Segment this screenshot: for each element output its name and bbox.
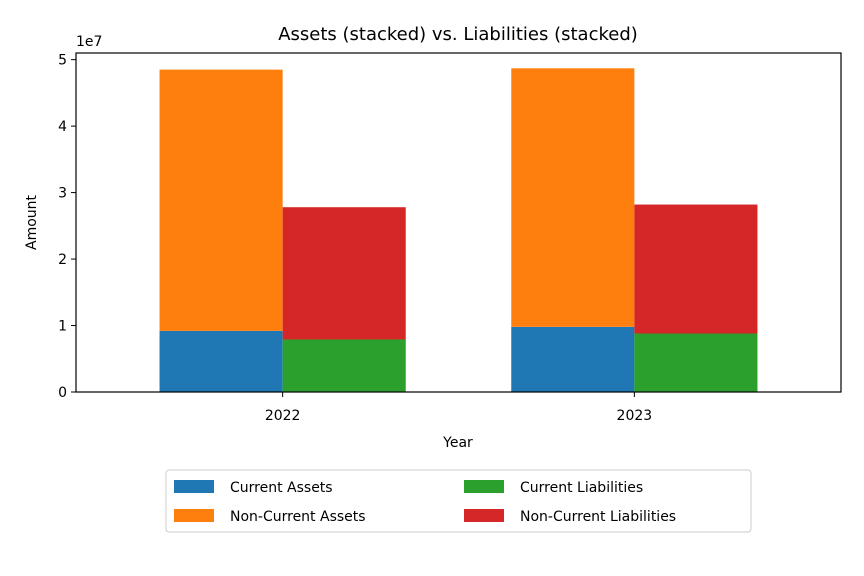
- bar-non-current-liabilities-2023: [634, 204, 758, 334]
- bar-current-assets-2022: [159, 330, 283, 392]
- bar-non-current-liabilities-2022: [282, 207, 406, 340]
- legend-frame: [165, 469, 752, 533]
- bar-current-liabilities-2023: [634, 333, 758, 392]
- bar-current-liabilities-2022: [282, 339, 406, 392]
- bar-current-assets-2023: [511, 326, 635, 392]
- y-tick-label: 1: [58, 319, 67, 335]
- legend-swatch-current-liabilities: [464, 480, 504, 493]
- y-axis-label: Amount: [24, 194, 40, 250]
- y-tick-label: 2: [58, 252, 67, 268]
- x-tick-label: 2022: [265, 408, 301, 424]
- chart-title: Assets (stacked) vs. Liabilities (stacke…: [278, 24, 638, 45]
- legend-label: Non-Current Assets: [230, 509, 366, 525]
- plot-frame: [75, 52, 842, 393]
- x-axis-label: Year: [442, 435, 473, 451]
- legend-swatch-non-current-liabilities: [464, 509, 504, 522]
- y-tick-label: 5: [58, 53, 67, 69]
- legend-label: Non-Current Liabilities: [520, 509, 676, 525]
- y-tick-label: 3: [58, 186, 67, 202]
- y-tick-label: 4: [58, 119, 67, 135]
- bars-layer: [159, 68, 758, 392]
- y-tick-label: 0: [58, 385, 67, 401]
- y-offset-label: 1e7: [76, 34, 102, 50]
- x-tick-label: 2023: [617, 408, 653, 424]
- legend-items: Current Assets Non-Current Assets Current …: [174, 480, 676, 525]
- legend-swatch-current-assets: [174, 480, 214, 493]
- y-axis-ticks: 0 1 2 3 4 5: [58, 53, 76, 401]
- legend-swatch-non-current-assets: [174, 509, 214, 522]
- x-axis-ticks: 2022 2023: [265, 392, 652, 424]
- legend-label: Current Assets: [230, 480, 333, 496]
- bar-non-current-assets-2023: [511, 68, 635, 327]
- bar-non-current-assets-2022: [159, 69, 283, 331]
- legend-label: Current Liabilities: [520, 480, 643, 496]
- legend: Current Assets Non-Current Assets Current …: [165, 469, 752, 533]
